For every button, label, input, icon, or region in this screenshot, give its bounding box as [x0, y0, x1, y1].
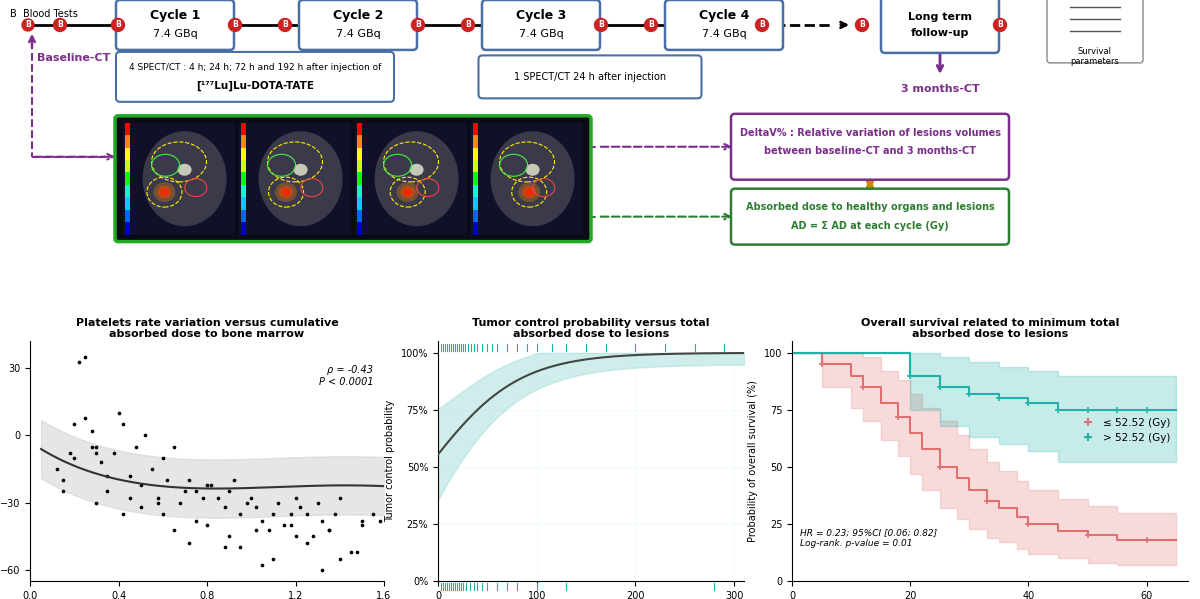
Text: B  Blood Tests: B Blood Tests [10, 9, 78, 19]
Bar [241, 123, 246, 135]
Ellipse shape [280, 186, 293, 198]
Bar [241, 160, 246, 173]
Point [312, 565, 331, 574]
Point [215, 503, 234, 512]
Point [186, 486, 205, 496]
Text: HR = 0.23; 95%CI [0.06; 0.82]
Log-rank. p-value = 0.01: HR = 0.23; 95%CI [0.06; 0.82] Log-rank. … [800, 528, 937, 547]
Bar [473, 197, 478, 210]
Text: Absorbed dose to healthy organs and lesions: Absorbed dose to healthy organs and lesi… [745, 202, 995, 211]
Point [113, 509, 132, 519]
Point [180, 538, 199, 547]
Bar [358, 185, 362, 197]
Bar [241, 222, 246, 235]
Text: B: B [282, 20, 288, 29]
Circle shape [278, 19, 292, 31]
Text: Long term: Long term [908, 12, 972, 22]
Point [246, 503, 265, 512]
Bar [358, 135, 362, 147]
Bar [473, 135, 478, 147]
Point [54, 476, 73, 485]
Text: ρ = -0.43
P < 0.0001: ρ = -0.43 P < 0.0001 [319, 365, 373, 387]
Point [220, 486, 239, 496]
Point [60, 449, 79, 458]
Point [330, 494, 349, 503]
Line: ≤ 52.52 (Gy): ≤ 52.52 (Gy) [792, 353, 1176, 540]
Text: DeltaV% : Relative variation of lesions volumes: DeltaV% : Relative variation of lesions … [739, 128, 1001, 138]
Text: B: B [598, 20, 604, 29]
Y-axis label: Tumor control probability: Tumor control probability [385, 400, 395, 522]
Circle shape [462, 19, 474, 31]
Ellipse shape [401, 186, 415, 198]
> 52.52 (Gy) [1169, 406, 1183, 413]
Point [241, 494, 260, 503]
FancyBboxPatch shape [115, 116, 592, 241]
FancyBboxPatch shape [116, 52, 394, 102]
Point [197, 480, 217, 489]
≤ 52.52 (Gy) [785, 349, 799, 356]
Circle shape [54, 19, 66, 31]
Point [131, 503, 150, 512]
Circle shape [644, 19, 658, 31]
Circle shape [994, 19, 1007, 31]
Text: [¹⁷⁷Lu]Lu-DOTA-TATE: [¹⁷⁷Lu]Lu-DOTA-TATE [196, 81, 314, 91]
Point [142, 464, 161, 474]
Ellipse shape [143, 131, 227, 226]
Point [120, 494, 139, 503]
> 52.52 (Gy) [1080, 406, 1094, 413]
Title: Overall survival related to minimum total
absorbed dose to lesions: Overall survival related to minimum tota… [860, 317, 1120, 339]
Bar [241, 135, 246, 147]
Ellipse shape [522, 186, 536, 198]
Ellipse shape [161, 189, 168, 196]
Point [330, 554, 349, 564]
Bar [241, 147, 246, 160]
Bar [473, 222, 478, 235]
Text: 7.4 GBq: 7.4 GBq [336, 29, 380, 39]
FancyBboxPatch shape [1046, 0, 1142, 63]
FancyBboxPatch shape [731, 114, 1009, 180]
Point [286, 494, 305, 503]
Ellipse shape [282, 189, 290, 196]
Bar [124, 123, 235, 235]
≤ 52.52 (Gy) [844, 372, 858, 379]
Circle shape [756, 19, 768, 31]
FancyBboxPatch shape [731, 189, 1009, 244]
Point [154, 453, 173, 462]
Text: 3 months-CT: 3 months-CT [901, 84, 979, 94]
Bar [239, 123, 352, 235]
Bar [125, 210, 130, 222]
Point [370, 516, 389, 525]
≤ 52.52 (Gy) [1009, 513, 1024, 521]
Line: > 52.52 (Gy): > 52.52 (Gy) [792, 353, 1176, 410]
Point [296, 509, 316, 519]
Point [86, 498, 106, 507]
Circle shape [856, 19, 869, 31]
FancyBboxPatch shape [299, 0, 418, 50]
Point [86, 442, 106, 452]
Point [180, 476, 199, 485]
Point [164, 442, 184, 452]
Text: 7.4 GBq: 7.4 GBq [518, 29, 563, 39]
Text: between baseline-CT and 3 months-CT: between baseline-CT and 3 months-CT [764, 146, 976, 156]
≤ 52.52 (Gy) [1021, 521, 1036, 528]
Text: AD = Σ AD at each cycle (Gy): AD = Σ AD at each cycle (Gy) [791, 220, 949, 231]
Bar [358, 210, 362, 222]
Legend: ≤ 52.52 (Gy), > 52.52 (Gy): ≤ 52.52 (Gy), > 52.52 (Gy) [1073, 414, 1175, 447]
Text: Survival
parameters: Survival parameters [1070, 47, 1120, 66]
Point [149, 494, 168, 503]
Bar [125, 173, 130, 185]
Point [246, 525, 265, 534]
Bar [241, 173, 246, 185]
Text: B: B [58, 20, 62, 29]
≤ 52.52 (Gy) [980, 498, 995, 505]
≤ 52.52 (Gy) [914, 445, 929, 452]
Text: 8 weeks: 8 weeks [485, 37, 522, 46]
Ellipse shape [374, 131, 458, 226]
Bar [241, 197, 246, 210]
Bar [358, 173, 362, 185]
Bar [473, 147, 478, 160]
Text: B: B [859, 20, 865, 29]
Point [131, 480, 150, 489]
Bar [241, 185, 246, 197]
> 52.52 (Gy) [874, 349, 888, 356]
Bar [241, 210, 246, 222]
